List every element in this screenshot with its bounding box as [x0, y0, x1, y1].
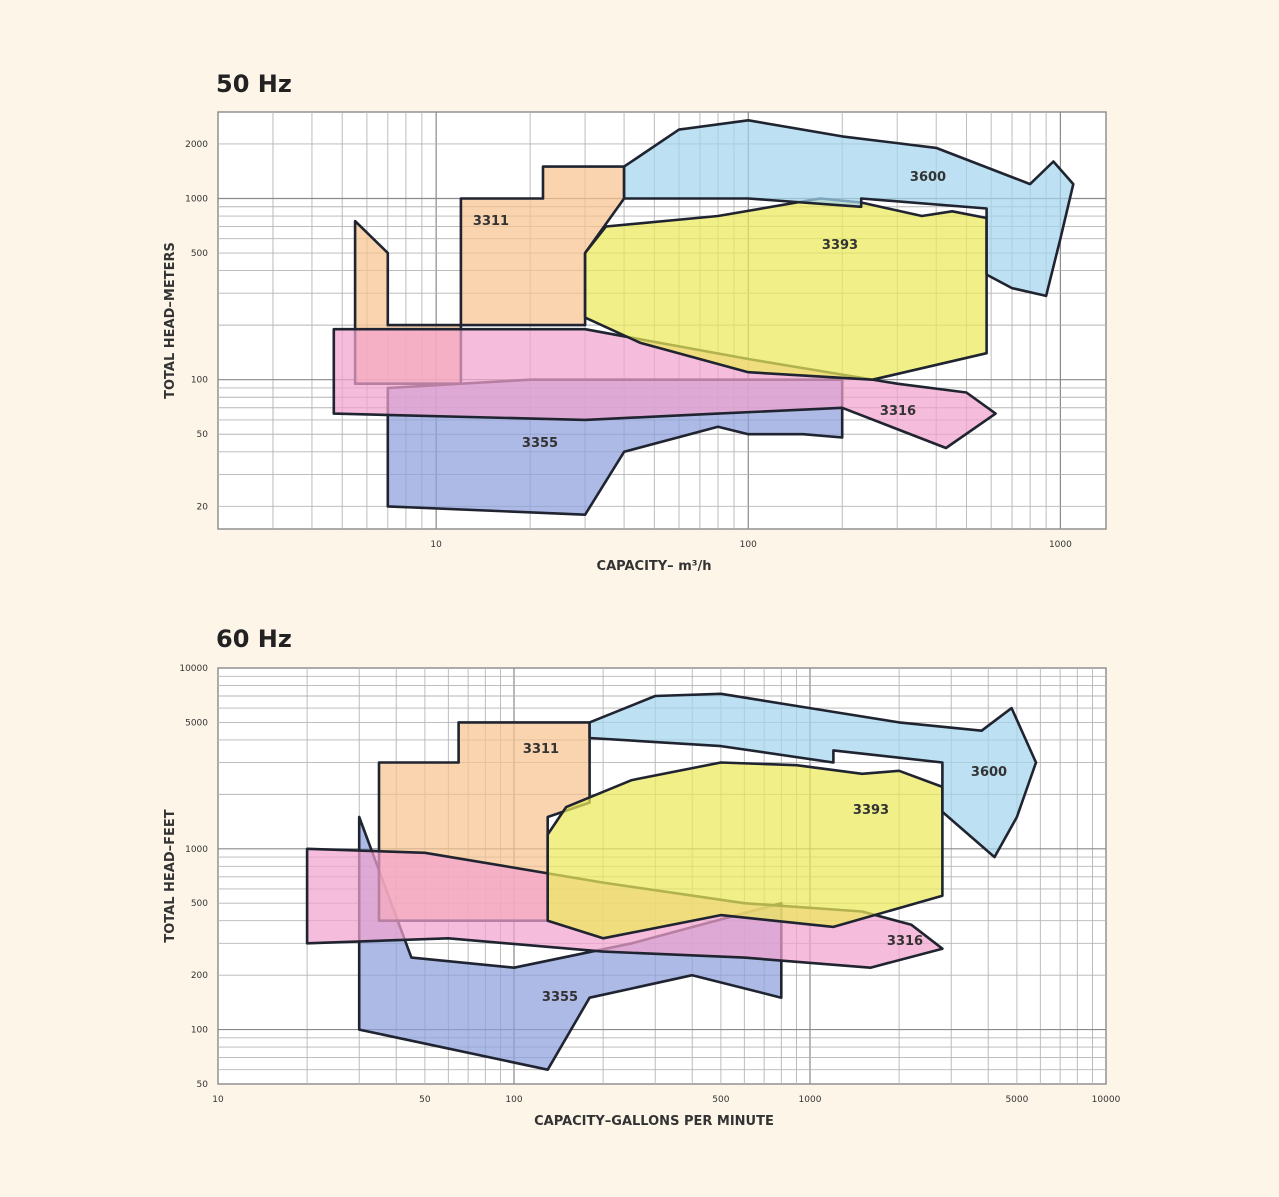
x-tick-label: 5000: [1005, 1095, 1028, 1105]
region-label-3600: 3600: [971, 765, 1007, 780]
x-tick-label: 500: [712, 1095, 729, 1105]
region-3600: [588, 692, 1038, 859]
x-tick-label: 10: [212, 1095, 224, 1105]
y-tick-label: 500: [191, 899, 208, 909]
x-tick-label: 100: [505, 1095, 522, 1105]
chart-title-60hz: 60 Hz: [216, 625, 292, 653]
x-tick-label: 10000: [1092, 1095, 1121, 1105]
x-axis-label: CAPACITY–GALLONS PER MINUTE: [534, 1114, 774, 1129]
y-tick-label: 100: [191, 376, 208, 386]
region-label-3311: 3311: [473, 214, 509, 229]
region-label-3355: 3355: [522, 436, 558, 451]
y-tick-label: 2000: [185, 140, 208, 150]
x-tick-label: 100: [740, 540, 757, 550]
region-label-3393: 3393: [822, 238, 858, 253]
region-label-3316: 3316: [887, 934, 923, 949]
region-3355: [357, 815, 783, 1071]
chart-title-50hz: 50 Hz: [216, 70, 292, 98]
region-3393: [546, 761, 944, 940]
y-tick-label: 500: [191, 249, 208, 259]
y-tick-label: 50: [197, 430, 209, 440]
x-tick-label: 10: [430, 540, 442, 550]
chart-50hz: 3355 3311 3316 3393 3600 10 100 1000 20 50 100 500 1…: [163, 111, 1107, 574]
x-axis-label: CAPACITY– m³/h: [597, 559, 712, 574]
y-tick-label: 10000: [179, 664, 208, 674]
y-tick-label: 200: [191, 971, 208, 981]
y-tick-label: 1000: [185, 845, 208, 855]
region-label-3316: 3316: [880, 404, 916, 419]
y-tick-label: 50: [197, 1080, 209, 1090]
y-tick-label: 5000: [185, 718, 208, 728]
y-tick-label: 20: [197, 502, 209, 512]
y-tick-label: 1000: [185, 194, 208, 204]
region-label-3393: 3393: [853, 803, 889, 818]
x-tick-label: 50: [419, 1095, 431, 1105]
y-axis-label: TOTAL HEAD–FEET: [163, 809, 178, 942]
region-3600: [622, 119, 1075, 298]
region-label-3355: 3355: [542, 990, 578, 1005]
y-axis-label: TOTAL HEAD–METERS: [163, 242, 178, 399]
region-label-3600: 3600: [910, 170, 946, 185]
region-3393: [583, 197, 988, 382]
y-tick-label: 100: [191, 1026, 208, 1036]
x-tick-label: 1000: [799, 1095, 822, 1105]
x-tick-label: 1000: [1049, 540, 1072, 550]
region-label-3311: 3311: [523, 742, 559, 757]
